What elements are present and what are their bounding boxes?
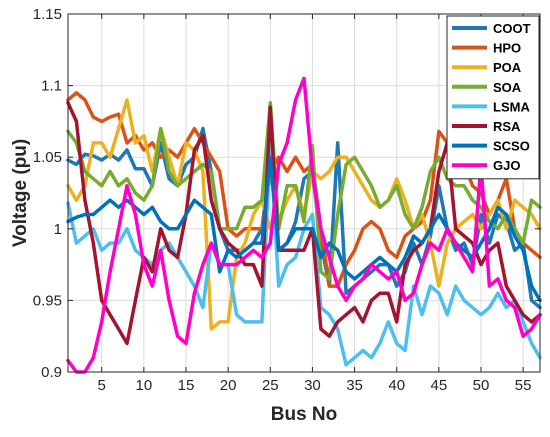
legend-label: COOT — [493, 21, 531, 36]
y-tick-label: 0.9 — [41, 364, 62, 381]
legend-label: GJO — [493, 158, 520, 173]
y-tick-label: 0.95 — [33, 292, 62, 309]
x-tick-label: 25 — [262, 377, 279, 394]
series-line-soa — [66, 101, 542, 281]
y-tick-label: 1.15 — [33, 6, 62, 23]
x-tick-label: 5 — [98, 377, 106, 394]
plot-frame — [67, 13, 541, 373]
series-line-gjo — [66, 76, 542, 374]
series-line-coot — [66, 126, 542, 310]
x-tick-label: 45 — [431, 377, 448, 394]
x-tick-label: 15 — [178, 377, 195, 394]
x-tick-label: 55 — [515, 377, 532, 394]
legend-box — [446, 15, 540, 180]
x-tick-label: 40 — [388, 377, 405, 394]
x-tick-label: 10 — [136, 377, 153, 394]
legend: COOT HPO POA SOA LSMA RSA SCSO GJO — [446, 15, 540, 180]
legend-label: LSMA — [493, 99, 530, 114]
series-line-scso — [66, 155, 542, 303]
x-tick-label: 20 — [220, 377, 237, 394]
x-tick-label: 30 — [304, 377, 321, 394]
legend-label: RSA — [493, 119, 521, 134]
axis-ticks: 5 10 15 20 25 30 35 40 45 50 55 0.9 0.95 1 1.05 1.1 1.15 — [33, 6, 540, 394]
y-tick-label: 1.1 — [41, 78, 62, 95]
x-tick-label: 35 — [346, 377, 363, 394]
y-tick-label: 1.05 — [33, 149, 62, 166]
y-axis-title: Voltage (pu) — [10, 139, 31, 247]
x-axis-title: Bus No — [271, 404, 338, 425]
y-tick-label: 1 — [54, 221, 62, 238]
x-tick-label: 50 — [473, 377, 490, 394]
legend-label: POA — [493, 60, 522, 75]
legend-label: HPO — [493, 41, 521, 56]
legend-label: SOA — [493, 80, 522, 95]
series-line-rsa — [66, 101, 542, 346]
legend-label: SCSO — [493, 139, 530, 154]
